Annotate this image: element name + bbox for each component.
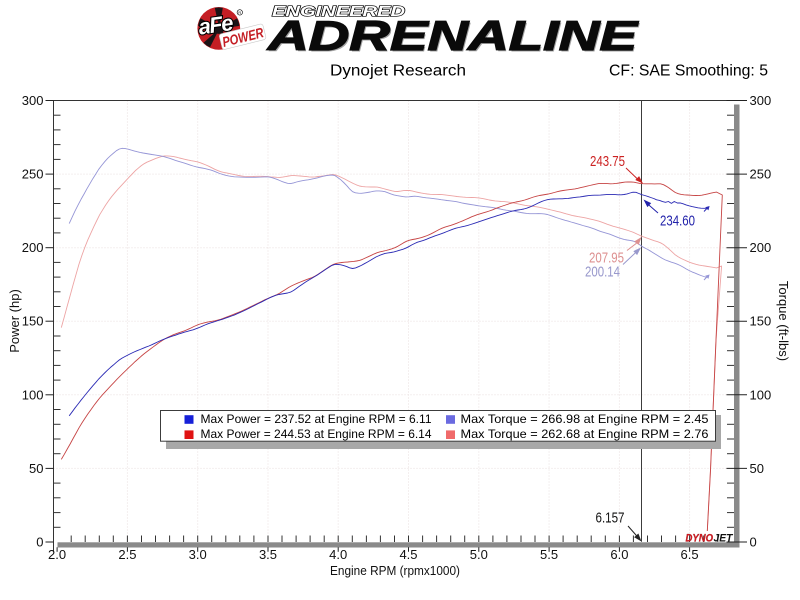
- svg-text:Max Power = 244.53 at Engine R: Max Power = 244.53 at Engine RPM = 6.14: [201, 427, 432, 441]
- svg-text:300: 300: [750, 93, 772, 108]
- svg-text:R: R: [238, 11, 241, 15]
- svg-text:2.5: 2.5: [118, 547, 136, 562]
- svg-text:50: 50: [750, 461, 764, 476]
- svg-text:Max Power = 237.52 at Engine R: Max Power = 237.52 at Engine RPM = 6.11: [201, 412, 432, 426]
- svg-text:3.5: 3.5: [259, 547, 277, 562]
- svg-text:243.75: 243.75: [590, 153, 625, 170]
- svg-text:Max Torque = 266.98 at Engine: Max Torque = 266.98 at Engine RPM = 2.45: [461, 412, 709, 426]
- svg-text:100: 100: [750, 387, 772, 402]
- svg-text:50: 50: [29, 461, 43, 476]
- svg-text:DYNO: DYNO: [686, 533, 714, 545]
- svg-text:Max Torque = 262.68 at Engine: Max Torque = 262.68 at Engine RPM = 2.76: [461, 427, 709, 441]
- svg-text:2.0: 2.0: [48, 547, 66, 562]
- svg-text:207.95: 207.95: [589, 250, 624, 267]
- svg-text:250: 250: [22, 167, 44, 182]
- svg-text:Power (hp): Power (hp): [7, 289, 22, 353]
- svg-text:4.0: 4.0: [329, 547, 347, 562]
- svg-text:150: 150: [22, 314, 44, 329]
- svg-text:234.60: 234.60: [660, 213, 695, 230]
- svg-text:0: 0: [36, 535, 43, 550]
- svg-text:200.14: 200.14: [585, 264, 620, 281]
- svg-text:250: 250: [750, 167, 772, 182]
- svg-text:CF: SAE Smoothing: 5: CF: SAE Smoothing: 5: [609, 63, 768, 80]
- svg-text:6.157: 6.157: [596, 510, 625, 527]
- svg-text:ENGINEERED: ENGINEERED: [272, 4, 406, 20]
- svg-text:Engine RPM (rpmx1000): Engine RPM (rpmx1000): [330, 563, 460, 578]
- svg-text:Dynojet Research: Dynojet Research: [330, 63, 466, 80]
- svg-text:5.0: 5.0: [470, 547, 488, 562]
- svg-text:0: 0: [750, 535, 757, 550]
- svg-text:ADRENALINE: ADRENALINE: [268, 13, 641, 60]
- svg-text:200: 200: [750, 240, 772, 255]
- svg-text:4.5: 4.5: [399, 547, 417, 562]
- svg-text:100: 100: [22, 387, 44, 402]
- svg-text:6.5: 6.5: [681, 547, 699, 562]
- svg-text:JET: JET: [714, 533, 734, 545]
- svg-text:Torque (ft-lbs): Torque (ft-lbs): [776, 281, 791, 361]
- svg-text:3.0: 3.0: [189, 547, 207, 562]
- svg-text:150: 150: [750, 314, 772, 329]
- svg-text:ADRENALINE: ADRENALINE: [267, 12, 640, 59]
- svg-text:6.0: 6.0: [610, 547, 628, 562]
- svg-text:200: 200: [22, 240, 44, 255]
- svg-text:5.5: 5.5: [540, 547, 558, 562]
- svg-text:300: 300: [22, 93, 44, 108]
